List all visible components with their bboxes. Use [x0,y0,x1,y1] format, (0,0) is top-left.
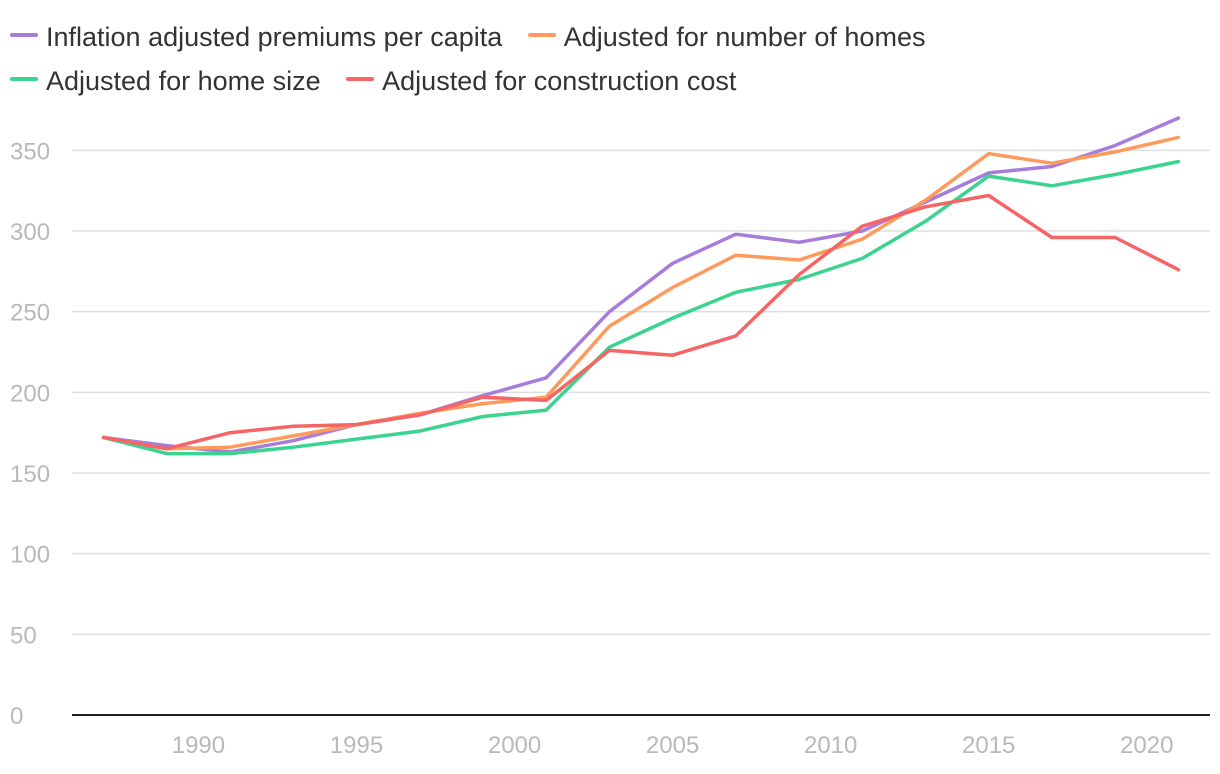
chart-legend: Inflation adjusted premiums per capita A… [10,14,1200,102]
x-tick-label-2020: 2020 [1120,732,1173,759]
y-tick-label-350: 350 [10,138,50,165]
legend-item-construction-cost[interactable]: Adjusted for construction cost [346,58,736,102]
y-tick-label-300: 300 [10,219,50,246]
legend-label-number-of-homes: Adjusted for number of homes [563,21,926,52]
x-axis-tick-labels: 1990 1995 2000 2005 2010 2015 2020 [172,732,1174,759]
y-tick-label-50: 50 [10,622,37,649]
y-tick-label-0: 0 [10,703,23,730]
legend-swatch-number-of-homes [527,32,556,37]
y-tick-label-100: 100 [10,542,50,569]
x-tick-label-2005: 2005 [646,732,699,759]
series-line-2[interactable] [101,159,1181,456]
series-line-1[interactable] [101,135,1181,451]
gridlines [72,149,1210,636]
x-tick-label-2010: 2010 [804,732,857,759]
x-tick-label-2000: 2000 [488,732,541,759]
legend-swatch-construction-cost [346,76,375,81]
legend-item-home-size[interactable]: Adjusted for home size [10,58,321,102]
x-tick-label-2015: 2015 [962,732,1015,759]
series-line-3[interactable] [101,193,1181,451]
x-tick-label-1995: 1995 [330,732,383,759]
legend-swatch-home-size [10,76,38,81]
y-axis-tick-labels: 0 50 100 150 200 250 300 350 [10,138,50,730]
y-tick-label-150: 150 [10,461,50,488]
legend-label-construction-cost: Adjusted for construction cost [382,65,737,96]
x-tick-label-1990: 1990 [172,732,225,759]
legend-item-number-of-homes[interactable]: Adjusted for number of homes [527,14,926,58]
legend-label-premiums-per-capita: Inflation adjusted premiums per capita [46,21,503,52]
legend-label-home-size: Adjusted for home size [46,65,321,96]
legend-swatch-premiums-per-capita [10,32,38,37]
series-lines [101,116,1181,456]
y-tick-label-250: 250 [10,300,50,327]
series-line-0[interactable] [101,116,1181,454]
legend-item-premiums-per-capita[interactable]: Inflation adjusted premiums per capita [10,14,502,58]
y-tick-label-200: 200 [10,380,50,407]
